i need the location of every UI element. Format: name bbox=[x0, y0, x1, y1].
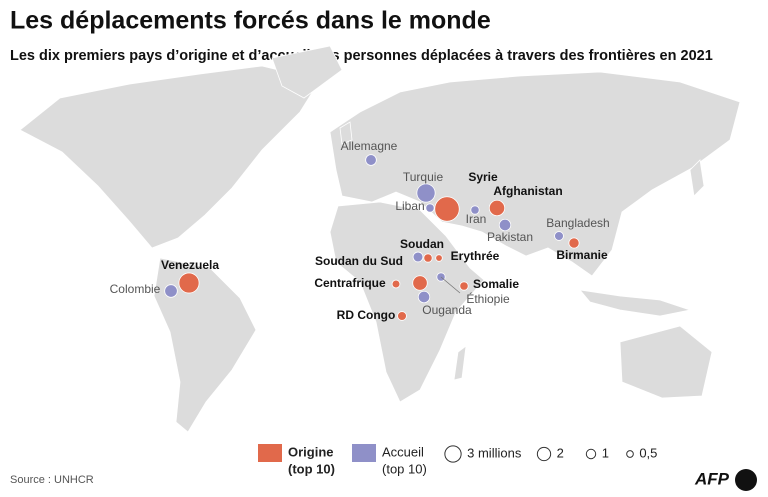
indonesia bbox=[579, 289, 692, 317]
bubble-label: Soudan bbox=[400, 237, 444, 251]
size-legend-label: 2 bbox=[557, 445, 564, 460]
legend-swatch bbox=[258, 444, 282, 462]
south-america bbox=[153, 257, 257, 433]
bubble-label: Liban bbox=[395, 199, 424, 213]
bubble-label: RD Congo bbox=[337, 308, 396, 322]
bubble bbox=[365, 154, 377, 166]
bubble bbox=[417, 290, 431, 304]
chart-subtitle: Les dix premiers pays d’origine et d’acc… bbox=[10, 48, 713, 64]
bubble-label: Somalie bbox=[473, 277, 519, 291]
leader-line bbox=[440, 276, 461, 294]
bubble bbox=[488, 199, 506, 217]
legend-label: Origine bbox=[288, 444, 334, 459]
logo-mark bbox=[735, 469, 757, 491]
bubble bbox=[459, 281, 469, 291]
bubble bbox=[434, 196, 460, 222]
legend-note: (top 10) bbox=[382, 461, 427, 476]
bubble-label: Iran bbox=[466, 212, 487, 226]
bubble bbox=[391, 279, 401, 289]
bubbles: Turquie Colombie Ouganda Pakistan Allemagne B… bbox=[110, 139, 610, 322]
chart-title: Les déplacements forcés dans le monde bbox=[10, 7, 491, 35]
bubble-label: Soudan du Sud bbox=[315, 254, 403, 268]
bubble bbox=[178, 272, 200, 294]
legend-swatch bbox=[352, 444, 376, 462]
world-map bbox=[19, 45, 741, 433]
bubble-label: Syrie bbox=[468, 170, 498, 184]
bubble-label: Bangladesh bbox=[546, 216, 609, 230]
size-legend-label: 0,5 bbox=[639, 445, 657, 460]
source: Source : UNHCR bbox=[10, 474, 94, 486]
size-legend-circle bbox=[585, 448, 597, 460]
logo: AFP bbox=[694, 469, 730, 488]
size-legend-label: 3 millions bbox=[467, 445, 522, 460]
bubble-label: Afghanistan bbox=[493, 184, 562, 198]
bubble-label: Pakistan bbox=[487, 230, 533, 244]
bubble bbox=[412, 251, 424, 263]
africa bbox=[329, 201, 485, 403]
size-legend-label: 1 bbox=[602, 445, 609, 460]
north-america bbox=[19, 65, 321, 249]
bubble-label: Ouganda bbox=[422, 303, 472, 317]
japan bbox=[689, 159, 705, 197]
legend-label: Accueil bbox=[382, 444, 424, 459]
australia bbox=[619, 325, 713, 399]
bubble bbox=[568, 237, 580, 249]
bubble bbox=[435, 254, 443, 262]
bubble bbox=[397, 311, 407, 321]
madagascar bbox=[453, 345, 467, 381]
bubble-label: Colombie bbox=[110, 282, 161, 296]
bubble bbox=[554, 231, 564, 241]
bubble-label: Venezuela bbox=[161, 258, 219, 272]
bubble-label: Éthiopie bbox=[466, 291, 510, 306]
bubble bbox=[470, 205, 480, 215]
size-legend-circle bbox=[626, 450, 634, 458]
size-legend-circle bbox=[536, 446, 552, 462]
legend-note: (top 10) bbox=[288, 461, 335, 476]
eurasia bbox=[329, 71, 741, 277]
bubble bbox=[412, 275, 428, 291]
legend: Origine (top 10) Accueil (top 10) 3 millions… bbox=[258, 444, 657, 476]
bubble-label: Turquie bbox=[403, 170, 444, 184]
bubble-label: Allemagne bbox=[341, 139, 398, 153]
bubble-label: Erythrée bbox=[451, 249, 500, 263]
bubble bbox=[423, 253, 433, 263]
bubble-label: Birmanie bbox=[556, 248, 608, 262]
uk bbox=[339, 121, 353, 145]
size-legend-circle bbox=[444, 445, 462, 463]
bubble bbox=[416, 183, 436, 203]
bubble bbox=[164, 284, 178, 298]
greenland bbox=[271, 45, 343, 99]
bubble bbox=[498, 218, 512, 232]
bubble-label: Centrafrique bbox=[314, 276, 386, 290]
bubble bbox=[425, 203, 435, 213]
